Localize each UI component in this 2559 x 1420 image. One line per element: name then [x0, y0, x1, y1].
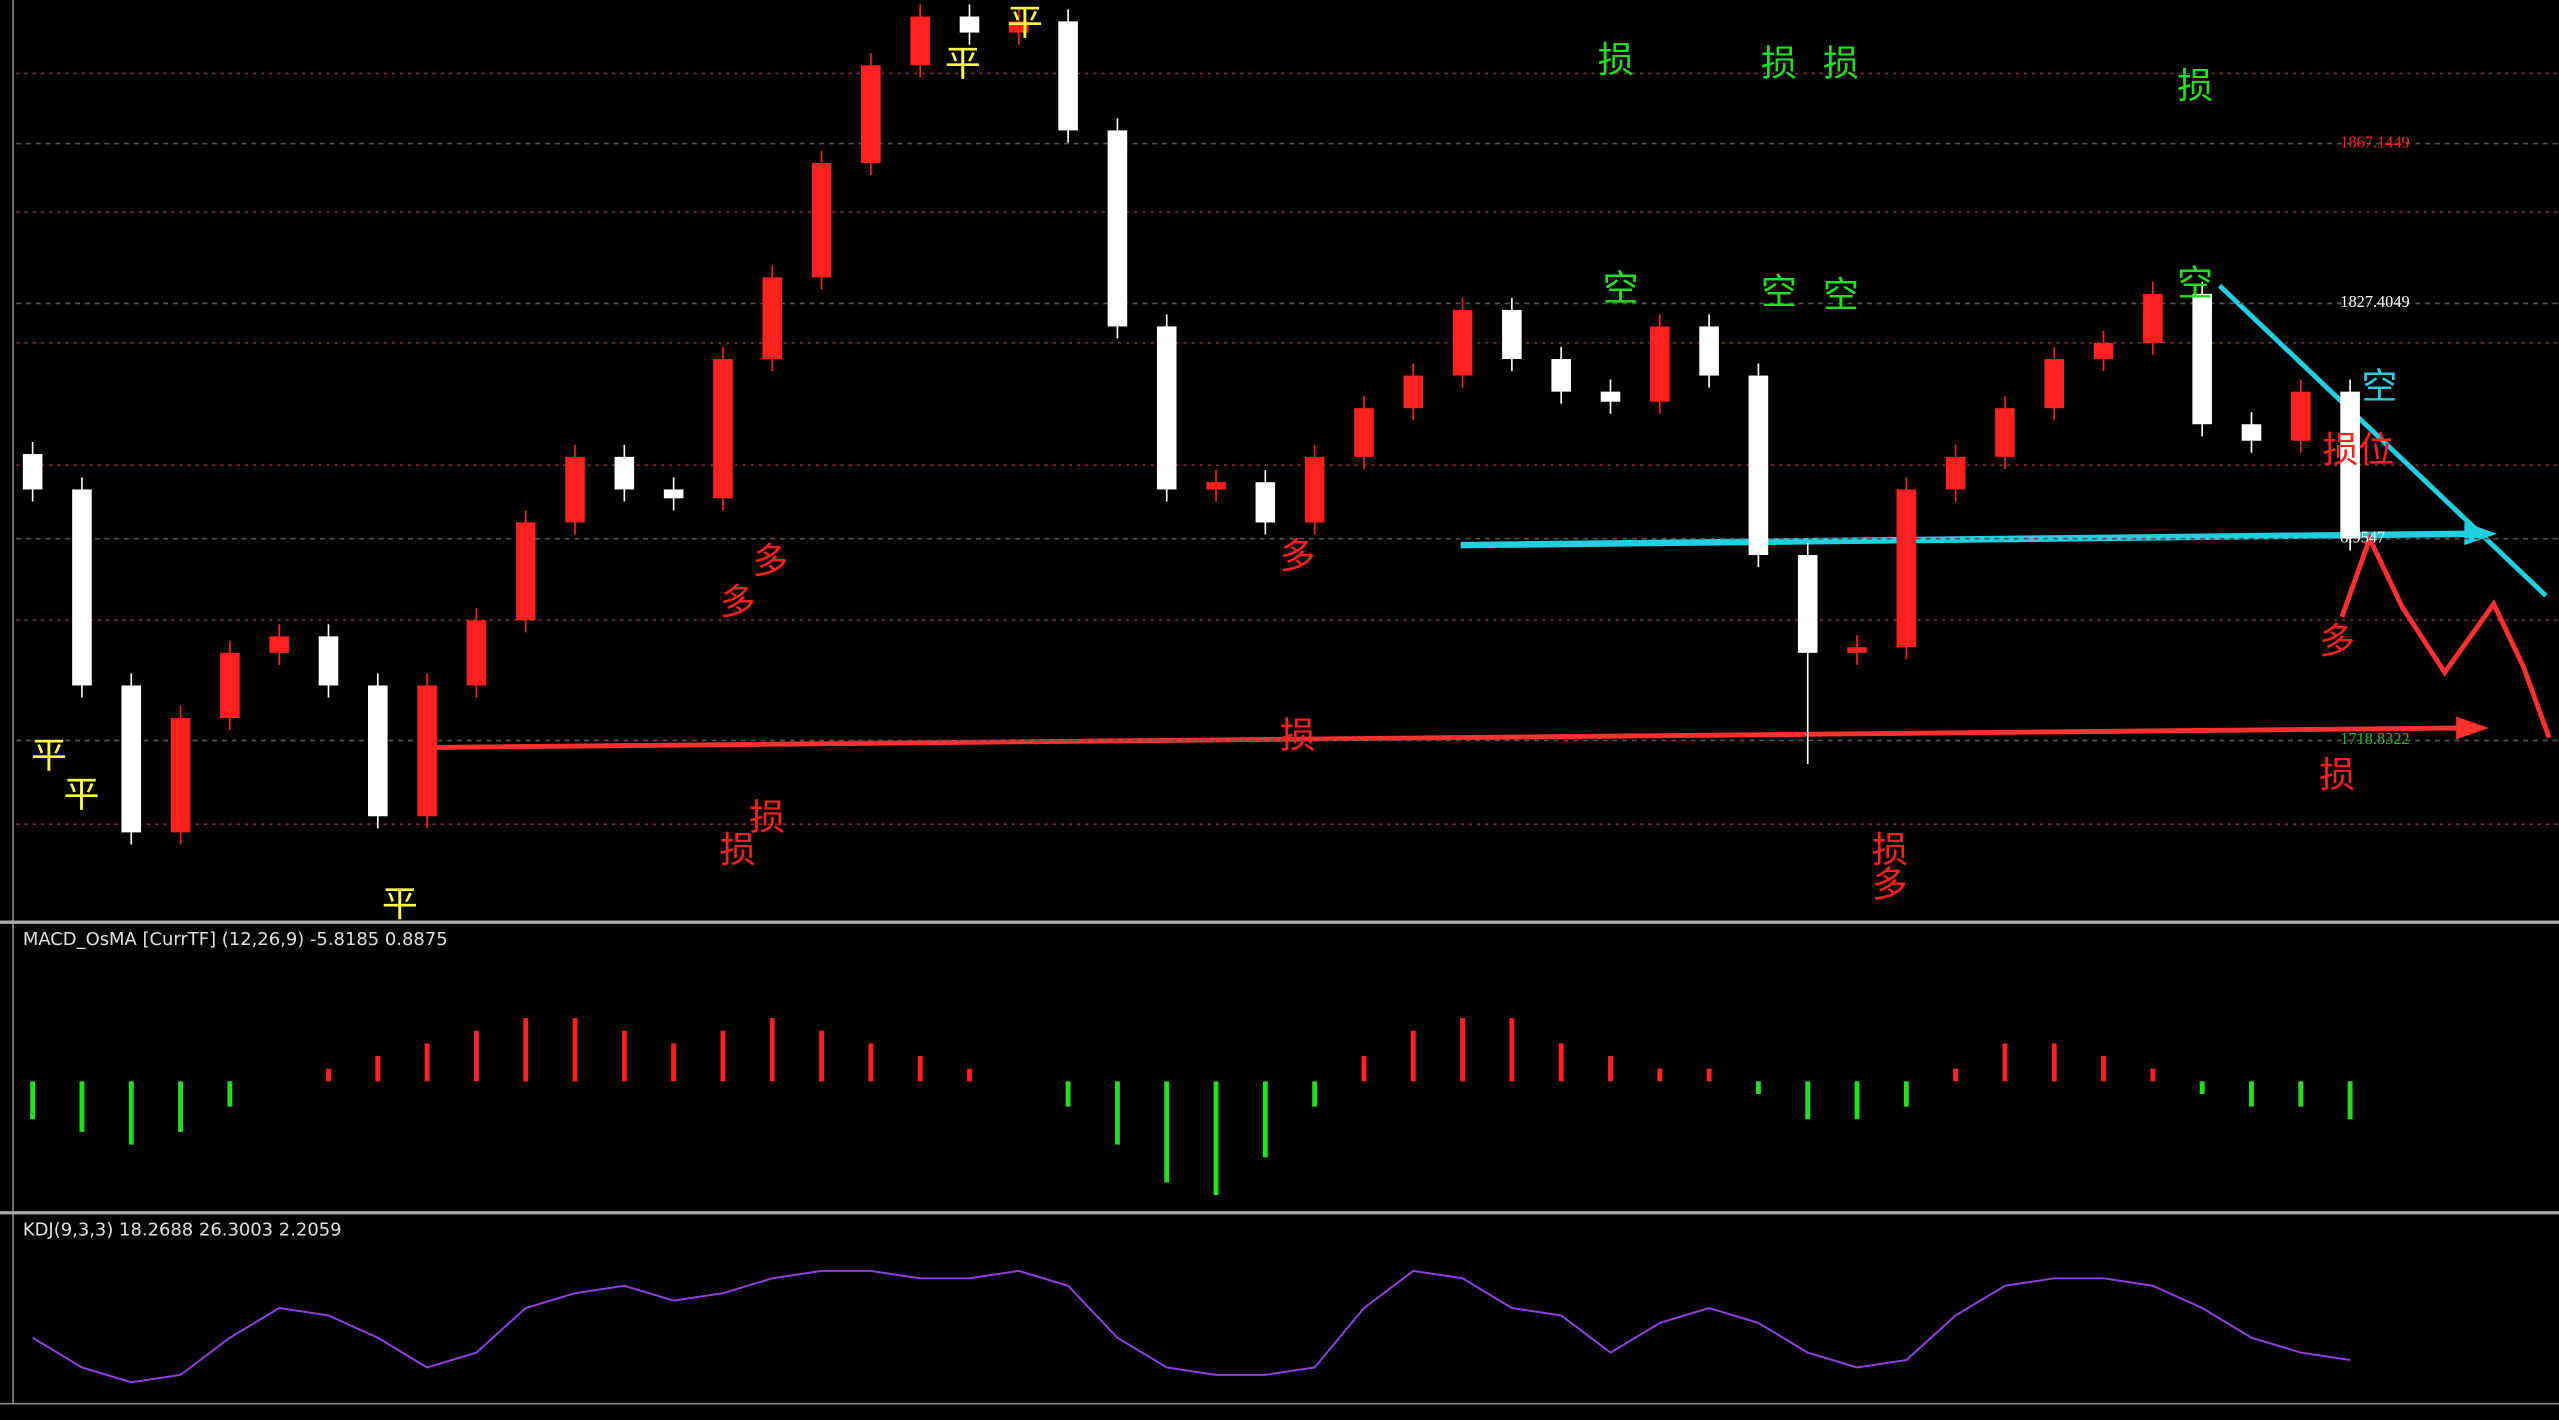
candle-body — [368, 685, 388, 817]
candle-body — [811, 163, 832, 278]
signal-label: 平 — [945, 43, 981, 84]
signal-label: 损 — [2177, 66, 2213, 107]
signal-label: 损 — [1761, 43, 1797, 84]
candle-body — [1748, 375, 1769, 556]
candle-body — [1995, 408, 2015, 457]
price-level-label: 1827.4049 — [2340, 292, 2409, 311]
candle-body — [1847, 647, 1867, 653]
signal-label: 空 — [2177, 264, 2213, 305]
candle-body — [1600, 391, 1621, 402]
candle-body — [515, 522, 536, 621]
candle-body — [417, 685, 437, 817]
signal-label: 平 — [31, 735, 67, 776]
signal-label: 平 — [1007, 2, 1043, 43]
candle-body — [170, 718, 191, 833]
signal-label: 多 — [1872, 864, 1908, 905]
candle-body — [2143, 293, 2163, 343]
candle-body — [1945, 456, 1966, 490]
candle-body — [2291, 391, 2311, 441]
red-trend-line — [424, 725, 2465, 750]
cyan-trend-line — [2217, 283, 2548, 598]
signal-label: 空 — [1603, 269, 1639, 310]
signal-label: 损 — [1280, 716, 1316, 757]
candle-body — [910, 16, 930, 66]
candle-body — [565, 456, 585, 523]
candle-body — [72, 489, 92, 686]
candle-body — [1354, 408, 1374, 457]
signal-label: 损 — [1872, 830, 1908, 871]
candle-body — [1206, 482, 1226, 490]
signal-label: 多 — [720, 582, 756, 623]
macd-header: MACD_OsMA [CurrTF] (12,26,9) -5.8185 0.8… — [23, 929, 448, 950]
signal-label: 空 — [1761, 272, 1797, 313]
candle-body — [1058, 21, 1078, 131]
candle-body — [269, 636, 289, 653]
signal-label: 空 — [1823, 275, 1859, 316]
candle-body — [861, 65, 881, 164]
signal-label: 平 — [382, 884, 418, 925]
signal-label: 损 — [749, 797, 785, 838]
signal-label: 多 — [1280, 536, 1316, 577]
candle-body — [2044, 359, 2065, 409]
price-level-label: 1718.8322 — [2340, 729, 2409, 748]
candle-body — [2241, 424, 2262, 441]
arrows — [424, 283, 2552, 750]
candle-body — [2192, 293, 2212, 425]
signal-label: 损 — [1598, 40, 1634, 81]
candle-body — [466, 620, 487, 686]
candle-body — [22, 454, 43, 490]
candle-body — [2093, 342, 2114, 360]
candle-body — [614, 456, 635, 490]
candle-body — [1255, 482, 1276, 523]
signal-label: 多 — [2319, 621, 2355, 662]
candle-body — [318, 636, 339, 686]
arrow-head — [2456, 716, 2489, 740]
candle-body — [1452, 309, 1473, 376]
candle-body — [1797, 555, 1818, 653]
candle-body — [1551, 359, 1571, 392]
candle-body — [663, 489, 684, 499]
candle-body — [220, 652, 240, 719]
candle-body — [121, 685, 142, 833]
candle-body — [1304, 456, 1325, 523]
kdj-line — [32, 1269, 2351, 1384]
kdj-header: KDJ(9,3,3) 18.2688 26.3003 2.2059 — [23, 1220, 342, 1241]
candle-body — [1107, 130, 1128, 327]
candle-body — [762, 277, 783, 360]
candle-body — [1896, 489, 1917, 648]
candle-body — [2340, 391, 2360, 539]
candle-body — [1650, 326, 1670, 402]
signal-label: 多 — [752, 541, 788, 582]
candle-body — [1699, 326, 1719, 376]
signal-label: 损 — [1823, 43, 1859, 84]
signal-label: 平 — [64, 775, 100, 816]
signal-label: 空 — [2362, 366, 2398, 407]
signal-label: 损 — [720, 830, 756, 871]
signal-label: 损位 — [2322, 430, 2394, 471]
candle-body — [1403, 375, 1424, 409]
candle-body — [1502, 309, 1522, 360]
signal-label: 损 — [2319, 755, 2355, 796]
price-level-label: 1867.1449 — [2340, 132, 2409, 151]
candle-body — [713, 359, 733, 499]
candle-body — [959, 16, 980, 33]
candle-body — [1156, 326, 1177, 490]
candle-body — [1009, 21, 1029, 33]
